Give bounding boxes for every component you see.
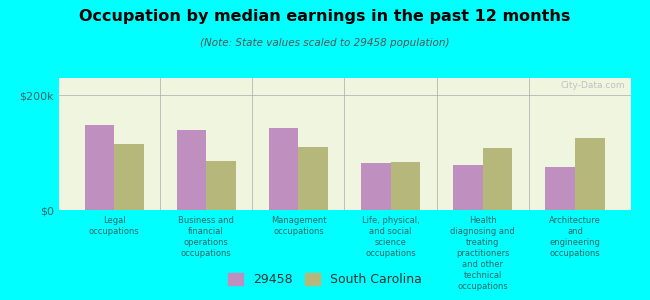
Bar <box>114 144 144 210</box>
Legend: 29458, South Carolina: 29458, South Carolina <box>223 268 427 291</box>
Bar <box>269 128 298 210</box>
Bar <box>361 163 391 210</box>
Bar <box>177 130 206 210</box>
Text: City-Data.com: City-Data.com <box>560 81 625 90</box>
Bar <box>545 167 575 210</box>
Bar <box>298 147 328 210</box>
Bar <box>483 148 512 210</box>
Bar <box>453 165 483 210</box>
Text: Occupation by median earnings in the past 12 months: Occupation by median earnings in the pas… <box>79 9 571 24</box>
Bar <box>575 138 604 210</box>
Bar <box>206 161 236 210</box>
Text: (Note: State values scaled to 29458 population): (Note: State values scaled to 29458 popu… <box>200 38 450 47</box>
Bar <box>84 125 114 210</box>
Bar <box>391 162 420 210</box>
